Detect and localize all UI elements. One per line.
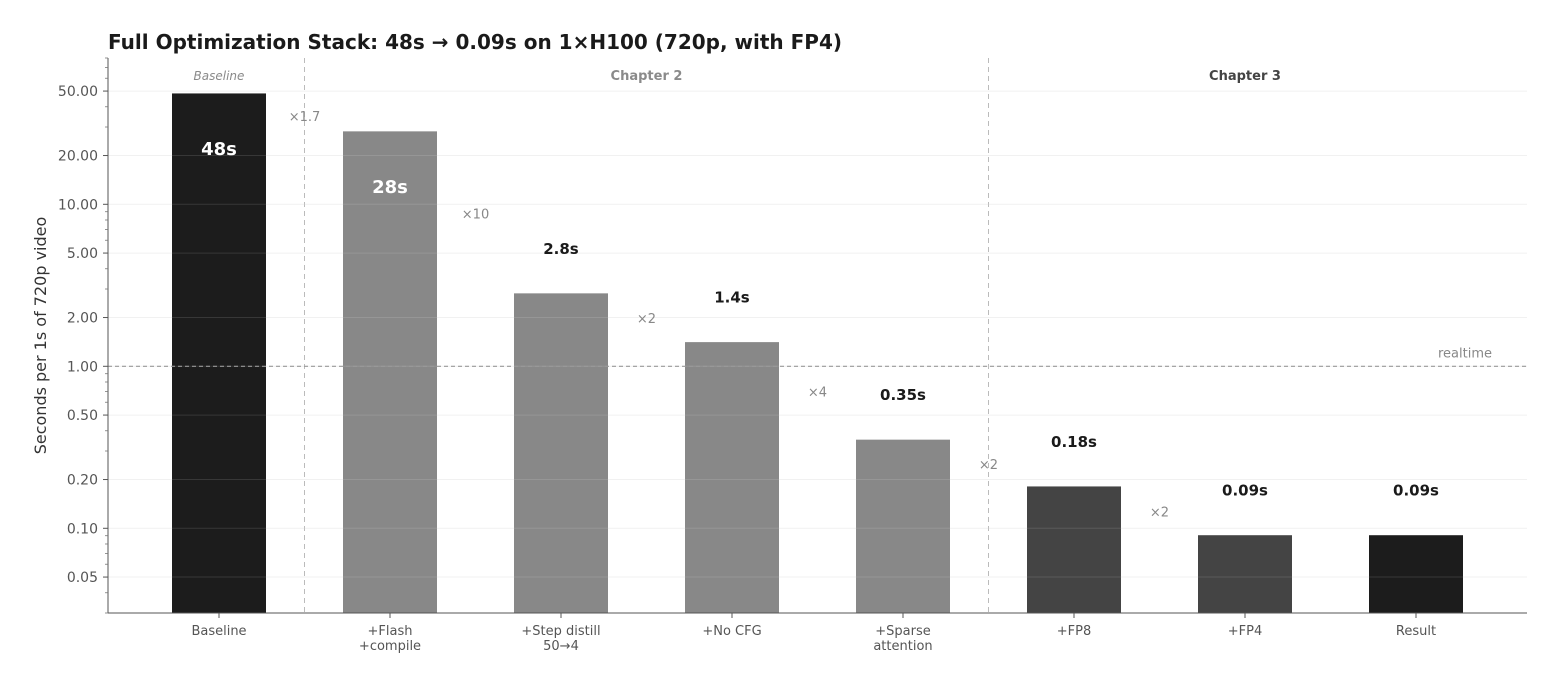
speedup-factor-label: ×4 — [808, 385, 827, 400]
speedup-factor-label: ×2 — [1150, 505, 1169, 520]
reference-line-group: realtime — [108, 346, 1527, 367]
bar-5 — [856, 439, 950, 614]
y-tick-label: 5.00 — [67, 246, 98, 262]
x-tick-label: +Sparse — [875, 624, 930, 639]
bar-value-label: 0.09s — [1222, 482, 1268, 500]
bar-value-label: 28s — [372, 177, 408, 198]
bar-value-label: 0.18s — [1051, 433, 1097, 451]
y-tick-label: 10.00 — [58, 197, 98, 213]
y-tick-label: 20.00 — [58, 149, 98, 165]
x-tick-label: +compile — [359, 639, 421, 654]
x-tick-label: Result — [1396, 624, 1436, 639]
grid-lines — [108, 90, 1527, 578]
bar-value-label: 1.4s — [714, 289, 750, 307]
realtime-label: realtime — [1438, 346, 1492, 361]
bar-1 — [172, 93, 266, 614]
y-tick-label: 50.00 — [58, 84, 98, 100]
y-tick-label: 0.50 — [67, 408, 98, 424]
bar-2 — [343, 131, 437, 614]
x-tick-label: +FP4 — [1228, 624, 1262, 639]
labels: 48s 28s 2.8s 1.4s 0.35s 0.18s 0.09s 0.09s ×1.7 ×1… — [194, 69, 1439, 520]
bar-8 — [1369, 535, 1463, 614]
section-label: Baseline — [194, 69, 245, 83]
speedup-factor-label: ×1.7 — [289, 110, 321, 125]
y-tick-label: 2.00 — [67, 311, 98, 327]
y-axis-label: Seconds per 1s of 720p video — [31, 217, 50, 455]
x-tick-label: 50→4 — [543, 639, 579, 654]
y-tick-label: 0.20 — [67, 473, 98, 489]
section-dividers — [304, 58, 989, 613]
bars — [108, 90, 1527, 614]
x-tick-label: +Step distill — [521, 624, 600, 639]
x-tick-label: +No CFG — [702, 624, 761, 639]
chart-title: Full Optimization Stack: 48s → 0.09s on … — [108, 30, 842, 54]
axes: 0.05 0.10 0.20 0.50 1.00 2.00 5.00 10.00 20.00 50… — [58, 57, 1527, 654]
bar-value-label: 48s — [201, 139, 237, 160]
bar-6 — [1027, 486, 1121, 614]
speedup-factor-label: ×2 — [979, 458, 998, 473]
x-tick-label: +FP8 — [1057, 624, 1091, 639]
y-tick-label: 0.05 — [67, 570, 98, 586]
bar-3 — [514, 293, 608, 614]
x-tick-label: +Flash — [368, 624, 413, 639]
bar-value-label: 2.8s — [543, 240, 579, 258]
speedup-factor-label: ×2 — [637, 312, 656, 327]
bar-7 — [1198, 535, 1292, 614]
section-label: Chapter 3 — [1209, 69, 1281, 84]
section-label: Chapter 2 — [611, 69, 683, 84]
x-tick-label: Baseline — [191, 624, 246, 639]
bar-4 — [685, 342, 779, 614]
y-tick-label: 0.10 — [67, 521, 98, 537]
speedup-factor-label: ×10 — [462, 207, 489, 222]
bar-value-label: 0.09s — [1393, 482, 1439, 500]
x-tick-label: attention — [873, 639, 932, 654]
y-tick-label: 1.00 — [67, 359, 98, 375]
bar-value-label: 0.35s — [880, 386, 926, 404]
